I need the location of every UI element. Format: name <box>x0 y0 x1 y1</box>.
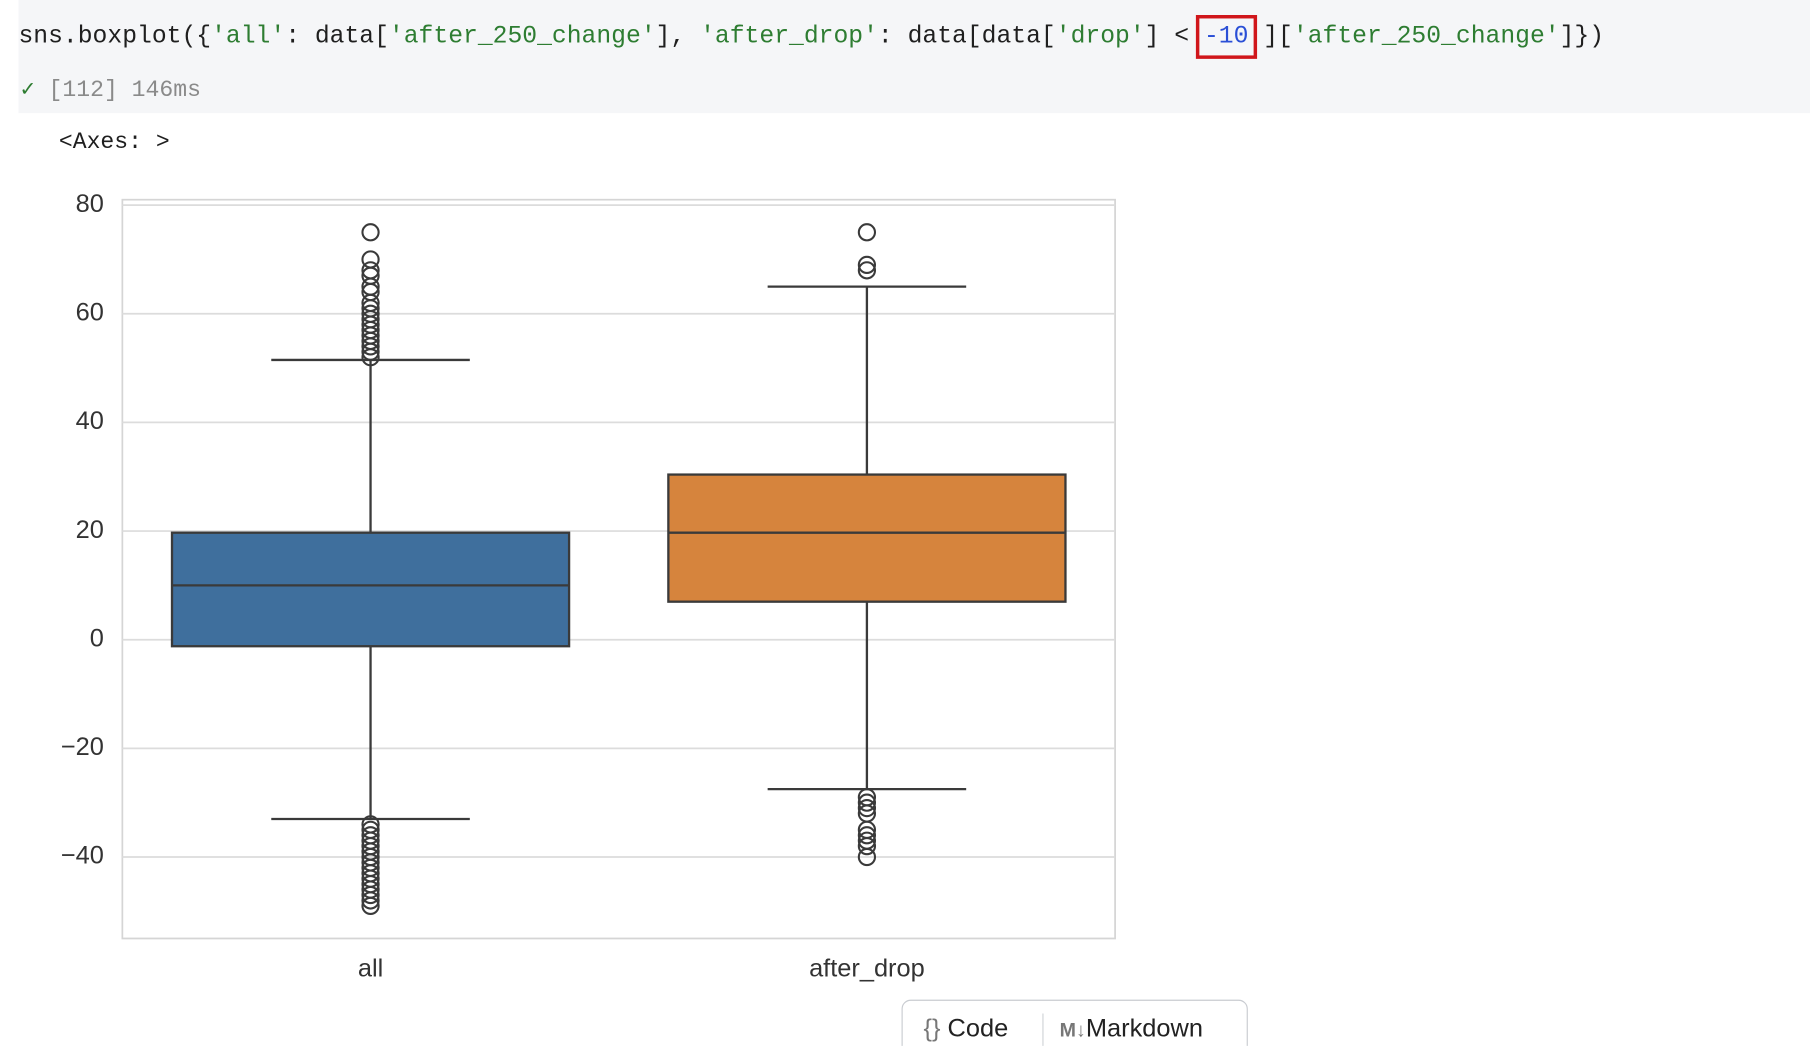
flier <box>857 793 877 812</box>
code-token: sns.boxplot({ <box>18 23 212 51</box>
x-tick-label: all <box>358 954 383 982</box>
code-token: 'all' <box>211 23 286 51</box>
code-token: -10 <box>1195 15 1257 59</box>
code-line: sns.boxplot({'all': data['after_250_chan… <box>18 15 1605 59</box>
flier <box>857 798 877 818</box>
code-token: 'drop' <box>1055 23 1145 51</box>
y-tick-label: −20 <box>61 733 104 761</box>
y-tick-label: 80 <box>76 190 104 218</box>
y-tick-label: 40 <box>76 407 104 435</box>
button-label: Markdown <box>1085 1013 1204 1043</box>
code-cell[interactable] <box>18 0 1810 114</box>
code-token: 'after_250_change' <box>388 23 656 51</box>
flier <box>361 885 380 905</box>
flier <box>361 223 380 242</box>
check-icon: ✓ <box>20 77 35 104</box>
add-cell-toolbar: {} Code M↓Markdown <box>901 999 1248 1046</box>
code-token: ] < <box>1144 23 1204 51</box>
separator <box>1042 1013 1044 1046</box>
flier <box>857 255 877 275</box>
box <box>667 473 1067 603</box>
code-token: : data[data[ <box>877 23 1056 51</box>
code-token: ]}) <box>1559 23 1605 51</box>
flier <box>857 837 877 856</box>
add-code-button[interactable]: {} Code <box>923 1013 1009 1043</box>
x-tick-label: after_drop <box>809 954 925 982</box>
cell-status: ✓ [112] 146ms <box>21 74 201 104</box>
code-token: ][ <box>1248 23 1293 51</box>
button-label: Code <box>947 1013 1009 1043</box>
flier <box>361 891 380 910</box>
y-tick-label: 20 <box>76 516 104 544</box>
code-token: : data[ <box>285 23 389 51</box>
flier <box>857 826 877 845</box>
status-text: [112] 146ms <box>48 77 201 104</box>
flier <box>857 261 877 280</box>
y-tick-label: 0 <box>90 624 104 652</box>
flier <box>857 847 877 867</box>
flier <box>361 304 380 323</box>
box <box>170 531 571 648</box>
flier <box>361 261 380 280</box>
output-text: <Axes: > <box>58 129 170 156</box>
flier <box>857 223 877 242</box>
flier <box>361 896 380 916</box>
code-token: ], <box>655 23 701 51</box>
y-tick-label: 60 <box>76 298 104 326</box>
flier <box>361 250 380 269</box>
add-markdown-button[interactable]: M↓Markdown <box>1059 1013 1204 1043</box>
code-token: 'after_drop' <box>700 23 878 51</box>
y-tick-label: −40 <box>61 842 104 870</box>
code-token: 'after_250_change' <box>1292 23 1560 51</box>
